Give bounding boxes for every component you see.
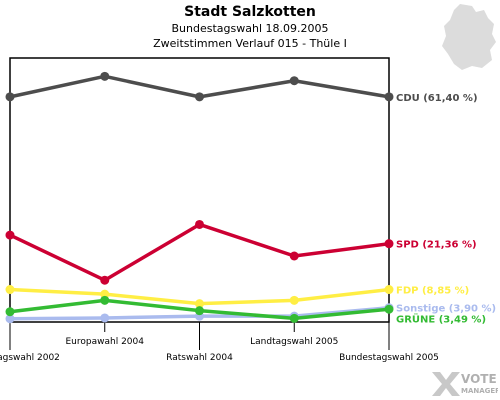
- chart-header: Stadt Salzkotten Bundestagswahl 18.09.20…: [0, 3, 500, 51]
- data-point-cdu: [100, 71, 110, 81]
- data-point-fdp: [384, 285, 394, 295]
- germany-map-icon: [442, 4, 496, 70]
- x-tick-label: Bundestagswahl 2005: [339, 353, 439, 363]
- logo-vote-text: VOTE: [461, 372, 497, 386]
- data-point-cdu: [384, 92, 394, 102]
- vote-manager-logo-icon: VOTE MANAGER: [432, 372, 498, 396]
- x-tick-label: Ratswahl 2004: [166, 353, 233, 363]
- data-point-sonstige: [5, 314, 15, 324]
- data-point-grüne: [195, 306, 204, 316]
- series-label-cdu: CDU (61,40 %): [396, 93, 478, 104]
- chart-title: Stadt Salzkotten: [184, 4, 316, 20]
- data-point-grüne: [100, 295, 110, 305]
- data-point-spd: [195, 219, 204, 229]
- series-label-fdp: FDP (8,85 %): [396, 286, 469, 297]
- data-point-fdp: [195, 299, 204, 309]
- series-line-spd: [9, 222, 390, 282]
- series-label-sonstige: Sonstige (3,90 %): [396, 304, 496, 315]
- chart-subtitle-2: Zweitstimmen Verlauf 015 - Thüle I: [153, 37, 347, 50]
- data-point-fdp: [100, 289, 110, 299]
- data-point-cdu: [289, 76, 299, 86]
- data-point-grüne: [5, 307, 15, 317]
- data-point-fdp: [5, 285, 15, 295]
- series-label-spd: SPD (21,36 %): [396, 240, 477, 251]
- data-point-spd: [289, 251, 299, 261]
- x-tick-label: Landtagswahl 2005: [250, 337, 338, 347]
- logo-manager-text: MANAGER: [461, 387, 498, 395]
- data-point-spd: [384, 239, 394, 249]
- data-point-sonstige: [100, 313, 110, 323]
- data-point-cdu: [5, 92, 15, 102]
- data-point-grüne: [384, 304, 394, 314]
- data-point-cdu: [195, 92, 204, 102]
- series-label-grüne: GRÜNE (3,49 %): [396, 312, 486, 326]
- data-point-fdp: [289, 295, 299, 305]
- x-tick-label: Bundestagswahl 2002: [0, 353, 60, 363]
- data-point-grüne: [289, 313, 299, 323]
- chart-subtitle: Bundestagswahl 18.09.2005: [171, 22, 329, 35]
- data-point-spd: [5, 230, 15, 240]
- x-tick-label: Europawahl 2004: [66, 337, 145, 347]
- data-point-spd: [100, 275, 110, 285]
